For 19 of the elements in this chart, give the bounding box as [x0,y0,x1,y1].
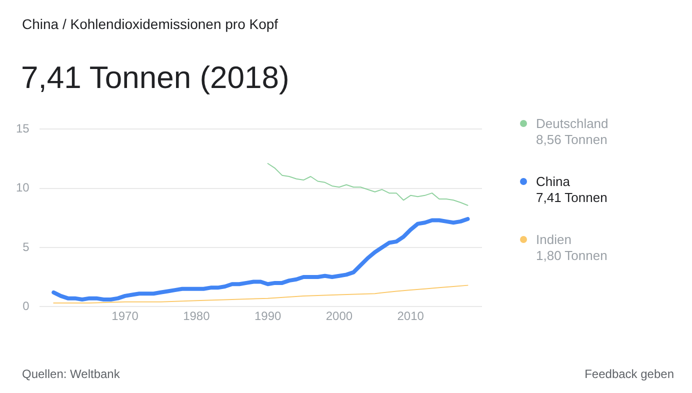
x-tick-label: 1980 [183,309,210,324]
text: China / Kohlendioxidemissionen pro Kopf [22,16,278,32]
source-note: Quellen: Weltbank [22,367,120,381]
text: Feedback geben [584,367,674,381]
y-tick-label: 10 [16,180,30,195]
text: 7,41 Tonnen [536,190,608,206]
legend-label: Deutschland [536,116,608,132]
x-tick-label: 2000 [326,309,353,324]
x-tick-label: 1970 [112,309,139,324]
y-tick-label: 5 [22,240,30,254]
legend-label: China [536,174,571,190]
text: 8,56 Tonnen [536,132,608,148]
text: 1,80 Tonnen [536,248,608,264]
chart-title: 7,41 Tonnen (2018) [21,60,290,96]
legend-label: Indien [536,232,572,248]
x-tick-label: 1990 [254,309,282,324]
x-tick-label: 2010 [397,309,424,324]
y-tick-label: 0 [22,298,30,313]
y-tick-label: 15 [16,122,30,136]
